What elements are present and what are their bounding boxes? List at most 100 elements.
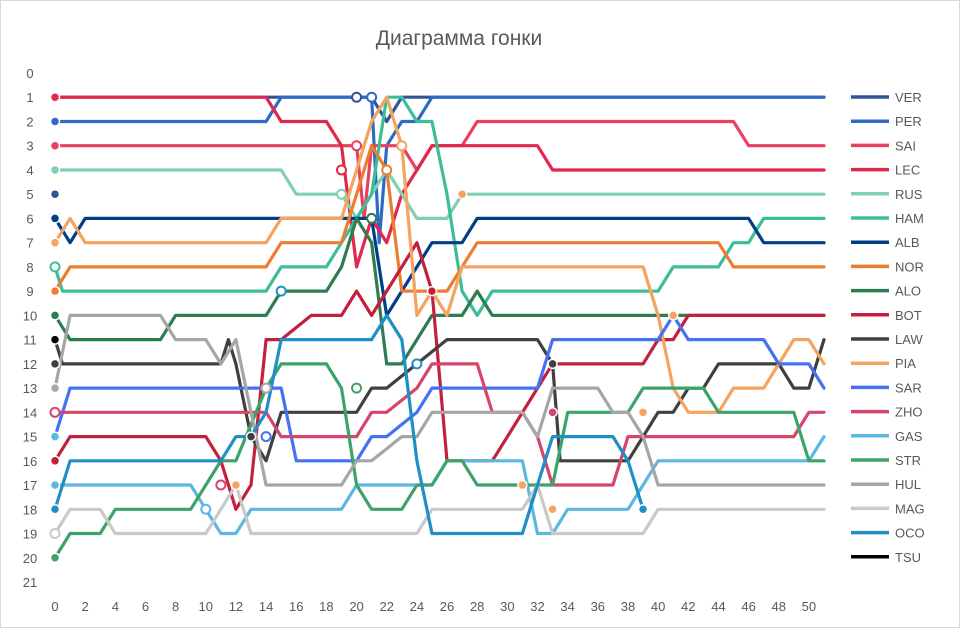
legend-label-hul: HUL [895, 477, 921, 492]
y-tick-label: 11 [23, 333, 37, 348]
y-tick-label: 5 [26, 187, 33, 202]
legend: VER PER SAI LEC RUS HAM ALB NOR ALO BOT LAW PIA SAR Z… [851, 90, 925, 565]
marker-nor [49, 285, 61, 297]
marker-ver [351, 91, 363, 103]
x-tick-label: 14 [259, 599, 273, 614]
x-tick-label: 24 [410, 599, 424, 614]
y-tick-label: 7 [26, 236, 33, 251]
y-tick-label: 9 [26, 284, 33, 299]
series-line-pia [53, 95, 826, 414]
marker-nor [381, 164, 393, 176]
marker-pia [49, 237, 61, 248]
marker-pia [637, 407, 649, 418]
x-tick-label: 40 [651, 599, 665, 614]
legend-label-zho: ZHO [895, 405, 922, 420]
series-line-mag [53, 483, 826, 536]
marker-sai [49, 140, 61, 151]
series-line-ham [53, 95, 826, 317]
legend-label-tsu: TSU [895, 550, 921, 565]
marker-pia [396, 140, 408, 152]
marker-per [366, 91, 378, 103]
x-axis: 0 2 4 6 8 10 12 14 16 18 20 22 24 26 28 30 32 34 36 38 40 42 4… [51, 599, 816, 614]
x-tick-label: 10 [199, 599, 213, 614]
x-tick-label: 18 [319, 599, 333, 614]
y-tick-label: 17 [23, 478, 37, 493]
marker-pia [456, 188, 468, 200]
legend-label-rus: RUS [895, 187, 923, 202]
marker-per [49, 116, 61, 127]
marker-pia [667, 310, 679, 321]
legend-label-sai: SAI [895, 138, 916, 153]
x-tick-label: 30 [500, 599, 514, 614]
x-tick-label: 20 [349, 599, 363, 614]
markers-layer [49, 91, 679, 564]
marker-hul [49, 382, 61, 394]
legend-label-gas: GAS [895, 429, 923, 444]
marker-law [547, 358, 558, 370]
plot-area [53, 95, 826, 560]
x-tick-label: 32 [530, 599, 544, 614]
marker-str [49, 552, 61, 564]
legend-label-sar: SAR [895, 380, 922, 395]
legend-label-mag: MAG [895, 501, 925, 516]
marker-lec [49, 91, 61, 103]
series-line-hul [53, 313, 826, 487]
marker-gas [49, 431, 61, 442]
x-tick-label: 38 [621, 599, 635, 614]
series-line-oco [53, 313, 645, 536]
x-tick-label: 22 [379, 599, 393, 614]
marker-oco [49, 504, 61, 515]
marker-sar [260, 431, 272, 443]
y-tick-label: 2 [26, 114, 33, 129]
series-line-sai [53, 119, 826, 220]
marker-rus [49, 164, 61, 176]
x-tick-label: 36 [591, 599, 605, 614]
y-tick-label: 13 [23, 381, 37, 396]
y-tick-label: 20 [23, 551, 37, 566]
series-line-alo [53, 216, 826, 366]
series-line-bot [53, 241, 826, 511]
x-tick-label: 26 [440, 599, 454, 614]
legend-label-ver: VER [895, 90, 922, 105]
y-tick-label: 12 [23, 357, 37, 372]
y-tick-label: 16 [23, 454, 37, 469]
legend-label-alb: ALB [895, 235, 920, 250]
marker-tsu [49, 334, 61, 345]
marker-mag [49, 528, 61, 540]
marker-bot [49, 455, 61, 467]
x-tick-label: 0 [51, 599, 58, 614]
marker-law [49, 358, 61, 370]
x-tick-label: 28 [470, 599, 484, 614]
x-tick-label: 42 [681, 599, 695, 614]
legend-label-law: LAW [895, 332, 923, 347]
marker-law [245, 431, 257, 442]
marker-alo [366, 212, 378, 224]
marker-pia [230, 479, 242, 491]
marker-zho [49, 406, 61, 418]
marker-pia [547, 504, 558, 515]
legend-label-pia: PIA [895, 356, 916, 371]
legend-label-oco: OCO [895, 526, 925, 541]
marker-oco [275, 285, 287, 297]
marker-pia [517, 479, 528, 491]
marker-lec [335, 164, 347, 176]
x-tick-label: 8 [172, 599, 179, 614]
series-line-alb [53, 216, 826, 317]
marker-zho [215, 479, 227, 491]
marker-ver [49, 188, 61, 200]
marker-alb [49, 213, 61, 224]
y-tick-label: 15 [23, 430, 37, 445]
x-tick-label: 2 [82, 599, 89, 614]
y-tick-label: 14 [23, 405, 37, 420]
series-line-str [53, 362, 826, 560]
marker-gas [200, 503, 212, 515]
x-tick-label: 46 [741, 599, 755, 614]
y-tick-label: 0 [26, 66, 33, 81]
legend-label-alo: ALO [895, 284, 921, 299]
x-tick-label: 6 [142, 599, 149, 614]
x-tick-label: 34 [560, 599, 574, 614]
series-line-per [53, 95, 826, 245]
y-tick-label: 10 [23, 308, 37, 323]
